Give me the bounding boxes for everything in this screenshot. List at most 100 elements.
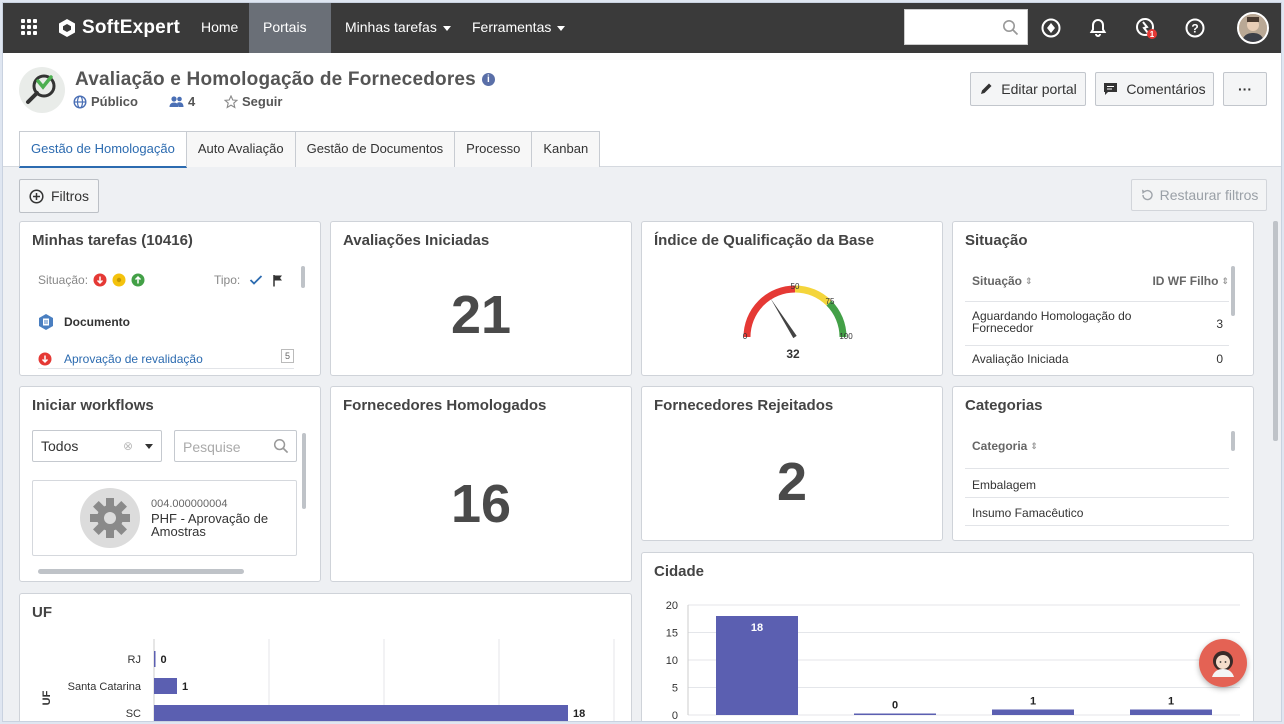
workflow-code: 004.000000004 xyxy=(151,498,228,510)
comments-button[interactable]: Comentários xyxy=(1095,72,1214,106)
clear-icon[interactable]: ⊗ xyxy=(122,439,133,453)
uf-bar[interactable] xyxy=(154,678,177,694)
table-row[interactable]: Avaliação Iniciada 0 xyxy=(965,349,1229,371)
widget-categorias: Categorias Categoria ⇕ Embalagem Insumo F… xyxy=(952,386,1254,541)
nav-ferramentas[interactable]: Ferramentas xyxy=(458,3,579,53)
nav-home[interactable]: Home xyxy=(201,19,239,35)
app-grid-icon[interactable] xyxy=(21,19,37,35)
user-avatar-image xyxy=(1239,14,1267,42)
task-item[interactable]: Aprovação de revalidação 5 xyxy=(38,349,294,369)
gear-avatar xyxy=(80,488,140,548)
uf-bar[interactable] xyxy=(154,705,568,721)
workflows-hscrollbar[interactable] xyxy=(38,569,244,574)
add-circle-icon[interactable] xyxy=(1039,16,1063,40)
gauge-value: 32 xyxy=(786,347,800,361)
nav-minhas-tarefas-label: Minhas tarefas xyxy=(345,19,437,35)
uf-bar-value: 0 xyxy=(161,654,167,666)
widget-title: Fornecedores Rejeitados xyxy=(654,397,834,414)
nav-portais[interactable]: Portais xyxy=(249,3,331,79)
row-name-line2: Fornecedor xyxy=(972,321,1034,335)
nav-minhas-tarefas[interactable]: Minhas tarefas xyxy=(331,3,465,53)
cidade-bar[interactable] xyxy=(716,616,798,715)
widget-title: Avaliações Iniciadas xyxy=(343,232,490,249)
search-icon[interactable] xyxy=(1002,19,1019,36)
late-status-icon xyxy=(38,352,52,365)
row-name: Aguardando Homologação do Fornecedor xyxy=(972,310,1131,334)
cidade-bar[interactable] xyxy=(1130,709,1212,716)
edit-portal-label: Editar portal xyxy=(1001,81,1077,97)
task-group-label: Documento xyxy=(64,315,130,329)
bell-icon[interactable] xyxy=(1086,16,1110,40)
situacao-scrollbar[interactable] xyxy=(1231,266,1235,316)
row-value: 3 xyxy=(1216,317,1223,331)
warning-status-icon[interactable] xyxy=(112,273,126,287)
workflow-card[interactable]: 004.000000004 PHF - Aprovação de Amostras xyxy=(32,480,297,556)
workflow-search-input[interactable]: Pesquise xyxy=(174,430,297,462)
flag-icon[interactable] xyxy=(272,274,284,287)
widget-fornecedores-rejeitados: Fornecedores Rejeitados 2 xyxy=(641,386,943,541)
cidade-bar-value: 18 xyxy=(751,622,763,634)
table-row[interactable]: Embalagem xyxy=(965,476,1229,498)
categorias-scrollbar[interactable] xyxy=(1231,431,1235,451)
table-row[interactable]: Insumo Famacêutico xyxy=(965,504,1229,526)
table-row[interactable]: Aguardando Homologação do Fornecedor 3 xyxy=(965,308,1229,346)
widget-cidade: Cidade 0 5 10 15 20 18 0 1 1 xyxy=(641,552,1254,721)
document-hex-icon xyxy=(39,314,53,330)
workflow-name: PHF - Aprovação de Amostras xyxy=(151,512,268,538)
cidade-bar[interactable] xyxy=(854,713,936,716)
tab-gestao-documentos[interactable]: Gestão de Documentos xyxy=(294,131,456,167)
tasks-scrollbar[interactable] xyxy=(301,266,305,288)
info-icon[interactable]: i xyxy=(481,73,495,87)
workflows-scrollbar[interactable] xyxy=(302,433,306,509)
help-icon[interactable]: ? xyxy=(1183,16,1207,40)
user-avatar[interactable] xyxy=(1237,12,1269,44)
filters-label: Filtros xyxy=(50,188,90,204)
search-icon[interactable] xyxy=(273,438,289,454)
widget-avaliacoes-iniciadas: Avaliações Iniciadas 21 xyxy=(330,221,632,376)
widget-title: Situação xyxy=(965,232,1028,249)
column-header-id-wf-filho[interactable]: ID WF Filho ⇕ xyxy=(1152,274,1229,288)
tab-auto-avaliacao[interactable]: Auto Avaliação xyxy=(185,131,296,167)
more-options-button[interactable]: ··· xyxy=(1223,72,1267,106)
gauge-arc-green xyxy=(826,300,847,338)
activity-alert-icon[interactable]: 1 xyxy=(1134,16,1158,40)
widget-title: Índice de Qualificação da Base xyxy=(654,232,875,249)
widget-start-workflows: Iniciar workflows Todos ⊗ Pesquise 004.0… xyxy=(19,386,321,582)
page-scrollbar[interactable] xyxy=(1273,221,1278,441)
ontime-status-icon[interactable] xyxy=(131,273,145,287)
restore-filters-label: Restaurar filtros xyxy=(1159,187,1259,203)
top-bar: SoftExpert Home Portais Minhas tarefas F… xyxy=(3,3,1281,79)
column-header-situacao[interactable]: Situação ⇕ xyxy=(972,274,1033,288)
comment-icon xyxy=(1104,83,1118,95)
column-header-categoria[interactable]: Categoria ⇕ xyxy=(972,439,1038,453)
star-icon xyxy=(224,94,238,109)
chat-assistant-button[interactable] xyxy=(1199,639,1247,687)
uf-bar[interactable] xyxy=(154,651,156,667)
tab-gestao-homologacao[interactable]: Gestão de Homologação xyxy=(19,131,187,168)
uf-category-label: RJ xyxy=(128,654,141,666)
follow-toggle[interactable]: Seguir xyxy=(224,94,282,109)
brand-logo[interactable]: SoftExpert xyxy=(57,16,180,40)
tab-processo[interactable]: Processo xyxy=(454,131,533,167)
cidade-bar-value: 0 xyxy=(892,700,898,712)
row-name: Avaliação Iniciada xyxy=(972,352,1069,366)
edit-portal-button[interactable]: Editar portal xyxy=(970,72,1086,106)
global-search-input[interactable] xyxy=(904,9,1028,45)
workflow-type-select[interactable]: Todos ⊗ xyxy=(32,430,162,462)
cidade-bar[interactable] xyxy=(992,709,1074,716)
check-icon[interactable] xyxy=(249,274,263,286)
restore-filters-button[interactable]: Restaurar filtros xyxy=(1131,179,1267,211)
widget-title: Minhas tarefas (10416) xyxy=(32,232,193,249)
pencil-icon xyxy=(981,83,992,94)
assistant-avatar-icon xyxy=(1212,651,1234,677)
brand-name: SoftExpert xyxy=(82,17,181,38)
tab-kanban[interactable]: Kanban xyxy=(531,131,601,167)
members-count[interactable]: 4 xyxy=(169,94,195,109)
late-status-icon[interactable] xyxy=(93,273,107,287)
workflow-name-line2: Amostras xyxy=(151,524,206,539)
magnifier-check-icon xyxy=(26,74,56,104)
brand-hex-icon xyxy=(59,19,75,37)
task-item-link[interactable]: Aprovação de revalidação xyxy=(64,351,203,366)
comments-label: Comentários xyxy=(1126,81,1206,97)
filters-button[interactable]: Filtros xyxy=(19,179,99,213)
